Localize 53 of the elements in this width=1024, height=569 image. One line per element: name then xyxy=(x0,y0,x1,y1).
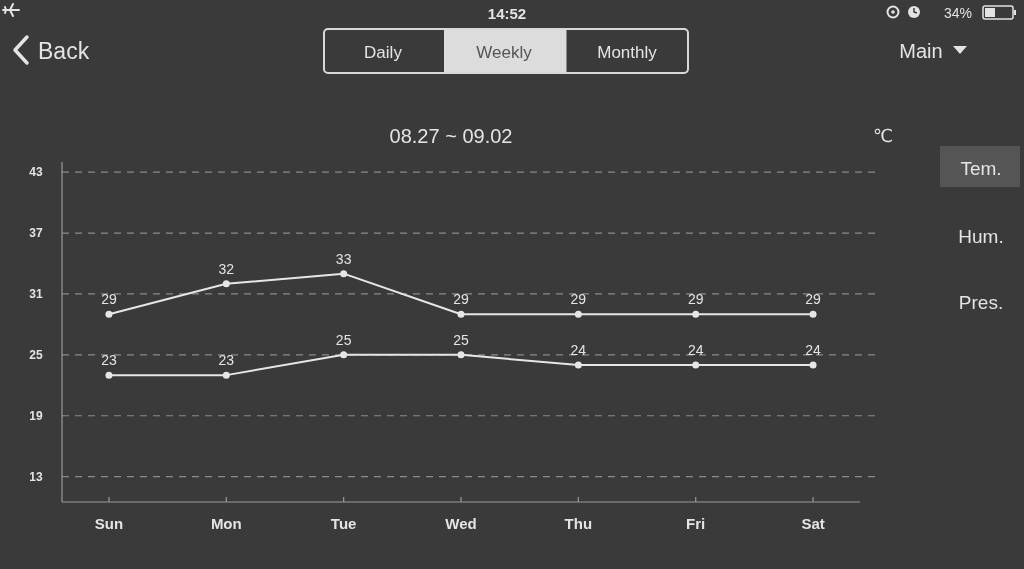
y-tick-label: 37 xyxy=(29,226,43,241)
y-tick-label: 13 xyxy=(29,469,43,484)
x-tick-label: Mon xyxy=(210,514,242,532)
y-tick-label: 31 xyxy=(29,286,43,301)
point xyxy=(340,270,348,278)
point xyxy=(457,351,465,359)
point xyxy=(692,361,700,369)
text: Main xyxy=(899,40,943,62)
data-label: 29 xyxy=(805,291,822,308)
y-tick-label: 25 xyxy=(29,347,43,362)
x-tick-label: Thu xyxy=(564,514,593,532)
point xyxy=(105,371,113,379)
data-label: 29 xyxy=(570,291,587,308)
data-label: 32 xyxy=(218,260,235,277)
point xyxy=(692,310,700,318)
chart-title: 08.27 ~ 09.02 xyxy=(389,125,513,147)
point xyxy=(809,361,817,369)
data-label: 25 xyxy=(453,331,469,348)
text: 34% xyxy=(943,5,973,21)
data-label: 29 xyxy=(453,291,469,308)
text: Daily xyxy=(364,42,403,62)
point xyxy=(809,310,817,318)
point xyxy=(340,351,348,359)
x-tick-label: Fri xyxy=(686,514,706,532)
y-axis-title: ℃ xyxy=(872,126,894,146)
point xyxy=(222,371,230,379)
data-label: 24 xyxy=(805,341,822,358)
data-label: 24 xyxy=(570,341,587,358)
data-label: 23 xyxy=(218,352,235,369)
x-tick-label: Sun xyxy=(94,514,124,532)
data-label: 29 xyxy=(687,291,704,308)
y-tick-label: 43 xyxy=(29,165,43,180)
text: Tem. xyxy=(960,157,1002,179)
x-tick-label: Sat xyxy=(801,514,825,532)
text: Back xyxy=(38,38,90,64)
data-label: 23 xyxy=(101,352,117,369)
text: Hum. xyxy=(958,225,1004,247)
data-label: 33 xyxy=(335,250,352,267)
y-tick-label: 19 xyxy=(29,408,43,423)
data-label: 25 xyxy=(335,331,352,348)
x-tick-label: Tue xyxy=(330,514,357,532)
point xyxy=(222,280,230,288)
text: Monthly xyxy=(597,42,658,62)
point xyxy=(574,310,582,318)
data-label: 24 xyxy=(687,341,704,358)
point xyxy=(574,361,582,369)
data-label: 29 xyxy=(101,291,117,308)
text: Weekly xyxy=(476,42,533,62)
text: Pres. xyxy=(958,291,1004,313)
x-tick-label: Wed xyxy=(445,514,477,532)
point xyxy=(457,310,465,318)
point xyxy=(105,310,113,318)
text: 14:52 xyxy=(487,4,527,22)
